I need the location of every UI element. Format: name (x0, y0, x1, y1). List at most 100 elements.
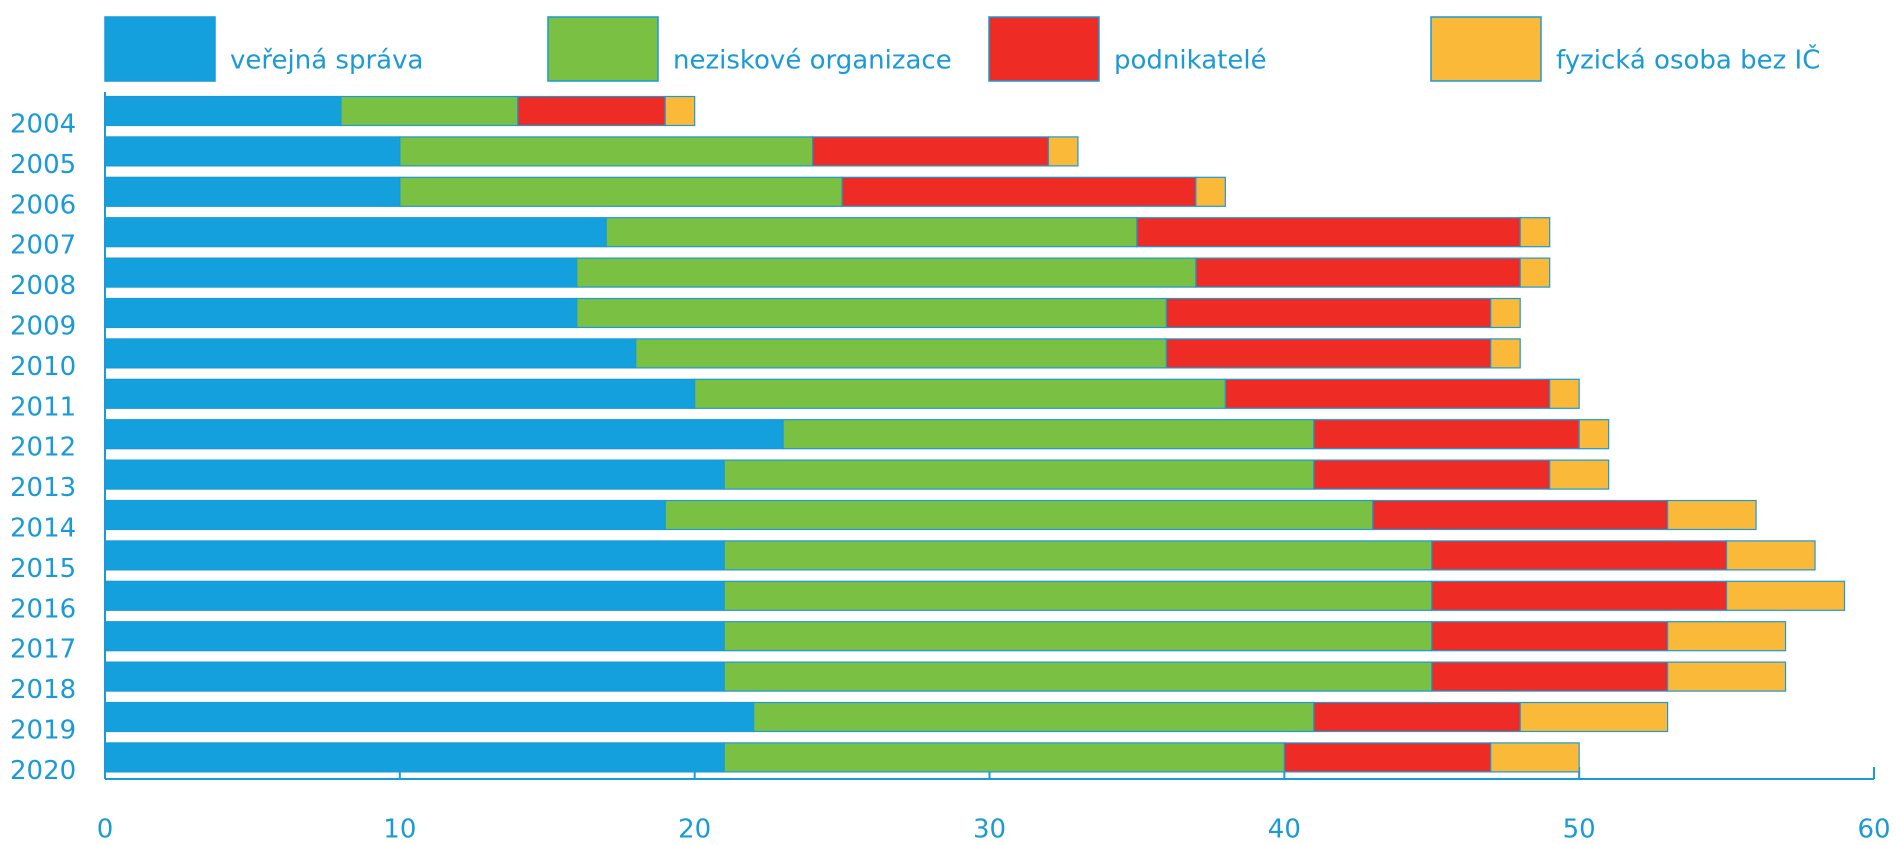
y-tick-label: 2007 (10, 231, 76, 261)
y-tick-label: 2006 (10, 190, 76, 220)
legend-label: neziskové organizace (673, 46, 952, 76)
y-tick-label: 2009 (10, 312, 76, 342)
bar-segment (1667, 661, 1787, 692)
bar-segment (1165, 338, 1492, 369)
y-tick-label: 2016 (10, 594, 76, 624)
bar-segment (841, 176, 1197, 207)
legend-swatch (988, 16, 1100, 82)
x-tick-label: 0 (97, 815, 114, 845)
bar-segment (1549, 378, 1580, 409)
bar-segment (811, 136, 1050, 167)
y-tick-label: 2005 (10, 150, 76, 180)
bar-segment (104, 136, 401, 167)
y-tick-label: 2011 (10, 392, 76, 422)
bar-segment (399, 176, 843, 207)
bar-segment (1431, 540, 1728, 571)
bar-segment (104, 499, 666, 531)
legend-swatch (1430, 16, 1542, 82)
bar-segment (1667, 499, 1757, 531)
legend-swatch (104, 16, 216, 82)
bar-segment (1047, 136, 1079, 167)
bar-segment (104, 338, 637, 369)
x-tick-label: 30 (973, 815, 1006, 845)
bar-segment (1313, 701, 1521, 733)
bar-segment (1431, 621, 1669, 652)
x-tick-label: 40 (1268, 815, 1301, 845)
bar-segment (664, 95, 696, 127)
bar-segment (1578, 419, 1610, 450)
bar-segment (723, 580, 1433, 611)
bar-segment (1431, 580, 1728, 611)
bar-segment (1283, 742, 1492, 773)
x-tick-label: 20 (678, 815, 711, 845)
bar-segment (753, 701, 1315, 733)
bar-segment (104, 540, 725, 571)
bar-segment (1136, 217, 1521, 248)
bar-segment (1667, 621, 1787, 652)
legend-label: veřejná správa (230, 46, 423, 76)
y-tick-label: 2017 (10, 635, 76, 665)
bar-segment (340, 95, 519, 127)
bar-segment (1519, 257, 1551, 288)
y-tick-label: 2012 (10, 433, 76, 463)
bar-segment (1490, 338, 1521, 369)
bar-segment (1195, 176, 1226, 207)
bar-segment (576, 257, 1197, 288)
bar-segment (104, 621, 725, 652)
y-tick-label: 2010 (10, 352, 76, 382)
bar-segment (104, 297, 578, 329)
legend-label: podnikatelé (1114, 46, 1267, 76)
bar-segment (782, 419, 1315, 450)
bar-segment (1313, 459, 1551, 490)
bar-segment (104, 176, 401, 207)
bar-segment (1165, 297, 1492, 329)
bar-segment (1725, 540, 1816, 571)
bar-segment (104, 419, 784, 450)
bar-segment (1372, 499, 1669, 531)
bar-segment (576, 297, 1168, 329)
bar-segment (104, 580, 725, 611)
bar-segment (723, 661, 1433, 692)
bar-segment (1490, 297, 1521, 329)
x-tick-label: 50 (1563, 815, 1596, 845)
bar-segment (664, 499, 1374, 531)
legend-swatch (547, 16, 659, 82)
y-tick-label: 2008 (10, 271, 76, 301)
bar-segment (694, 378, 1226, 409)
x-tick-label: 10 (383, 815, 416, 845)
y-tick-label: 2020 (10, 756, 76, 786)
bar-segment (104, 257, 578, 288)
bar-segment (723, 459, 1315, 490)
y-tick-label: 2014 (10, 514, 76, 544)
bar-segment (517, 95, 666, 127)
bar-segment (104, 459, 725, 490)
bar-segment (1224, 378, 1551, 409)
bar-segment (104, 217, 607, 248)
bar-segment (723, 742, 1285, 773)
x-tick-label: 60 (1857, 815, 1890, 845)
y-tick-label: 2015 (10, 554, 76, 584)
bar-segment (723, 621, 1433, 652)
y-tick-label: 2013 (10, 473, 76, 503)
bar-segment (1313, 419, 1580, 450)
bar-segment (1519, 217, 1551, 248)
bar-segment (1549, 459, 1610, 490)
bar-segment (1195, 257, 1521, 288)
bar-segment (104, 95, 342, 127)
bar-segment (1490, 742, 1580, 773)
bar-segment (635, 338, 1168, 369)
legend-label: fyzická osoba bez IČ (1556, 44, 1820, 76)
bar-segment (1431, 661, 1669, 692)
bar-segment (605, 217, 1138, 248)
bar-segment (104, 661, 725, 692)
bar-segment (399, 136, 814, 167)
bar-segment (1725, 580, 1846, 611)
bar-segment (104, 378, 696, 409)
bar-segment (104, 701, 755, 733)
bar-segment (723, 540, 1433, 571)
y-tick-label: 2004 (10, 110, 76, 140)
bar-segment (104, 742, 725, 773)
y-tick-label: 2018 (10, 675, 76, 705)
bar-segment (1519, 701, 1669, 733)
